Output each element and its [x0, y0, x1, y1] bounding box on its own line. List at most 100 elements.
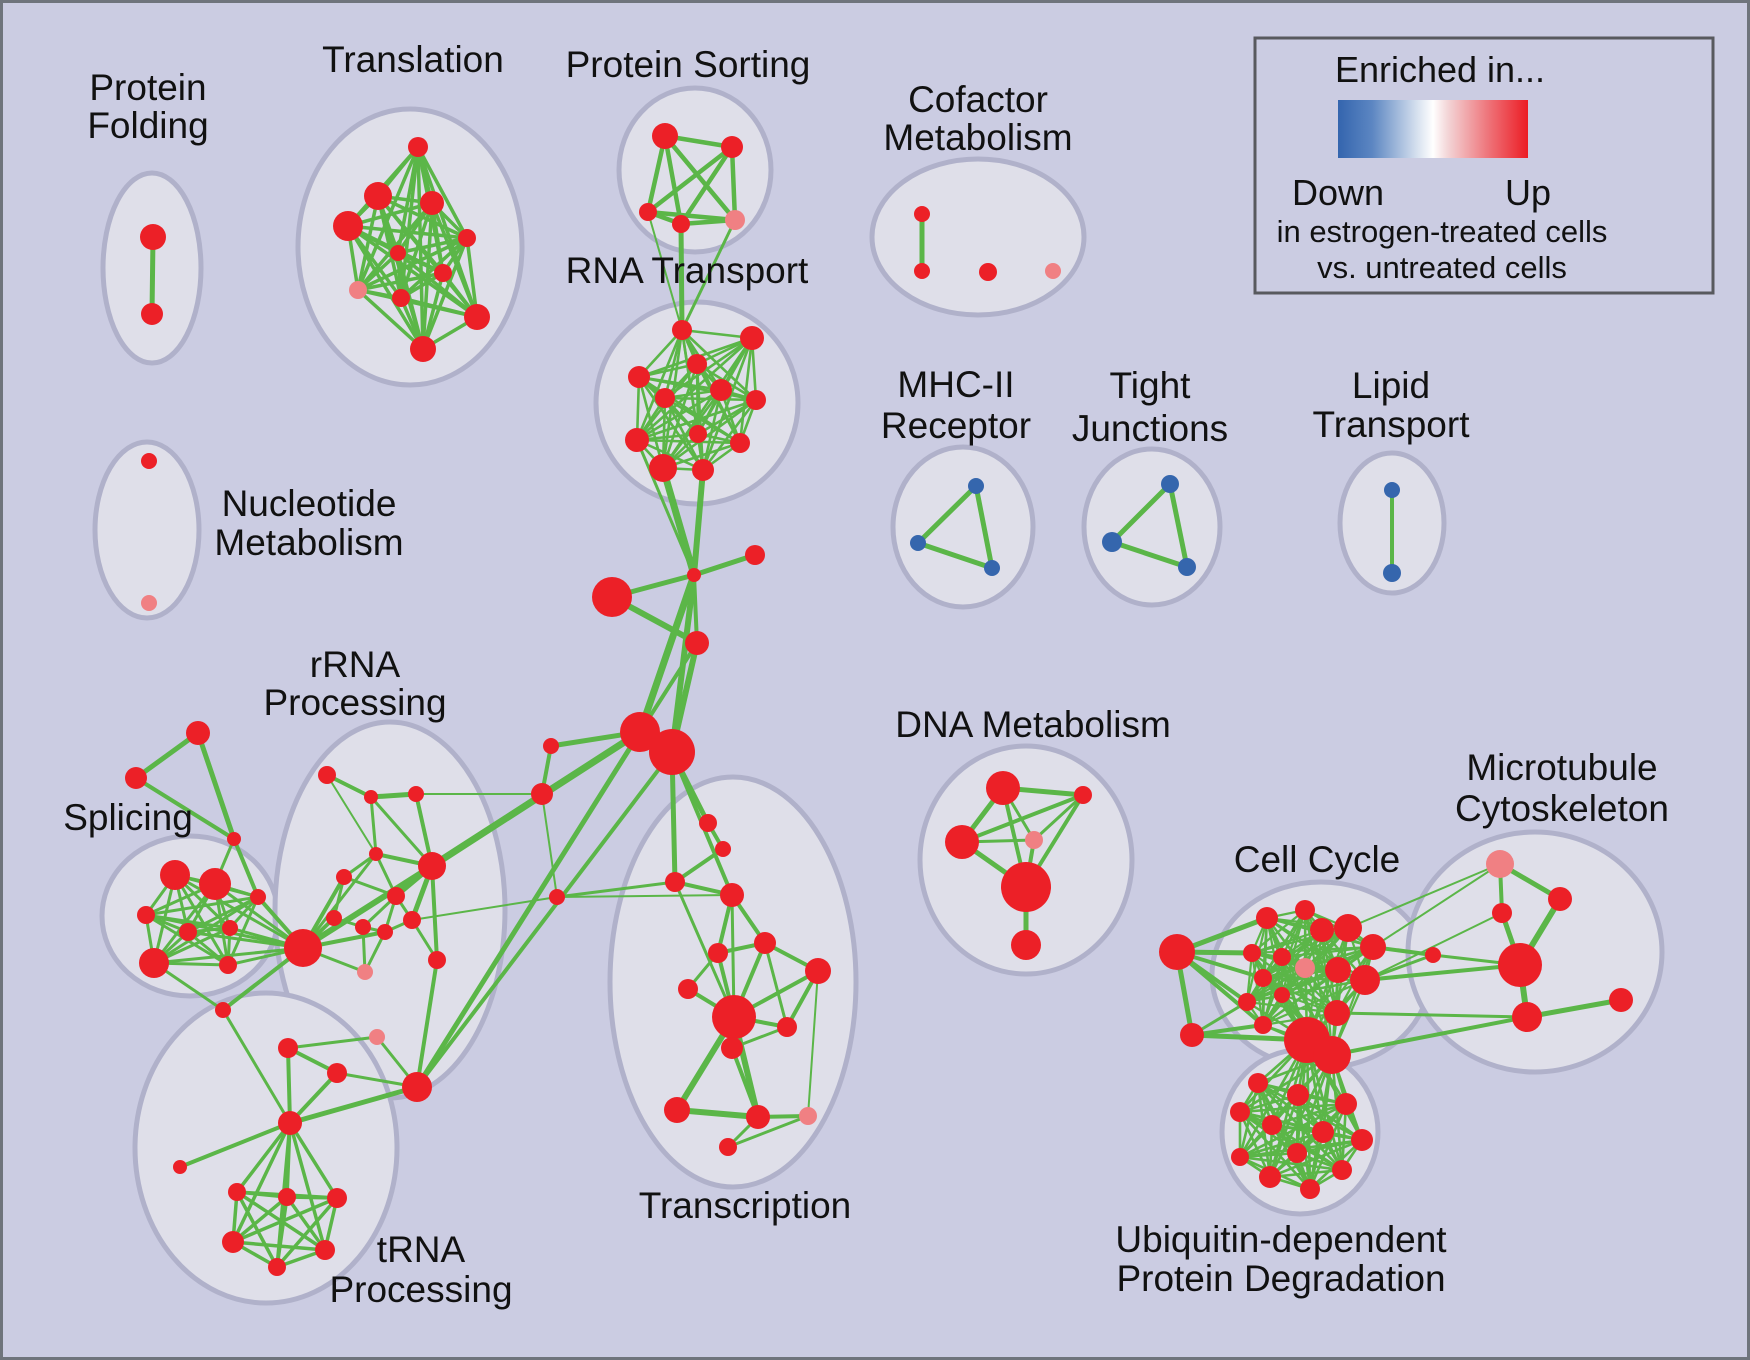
node-dn1 — [986, 771, 1020, 805]
network-edge — [133, 730, 201, 781]
legend-caption-line2: vs. untreated cells — [1317, 250, 1567, 285]
network-edge — [356, 194, 380, 292]
node-sp4 — [179, 923, 197, 941]
node-cf4 — [1045, 263, 1061, 279]
node-tj1 — [1161, 475, 1179, 493]
node-hb1 — [284, 929, 322, 967]
node-dn2 — [1074, 786, 1092, 804]
legend-caption-line1: in estrogen-treated cells — [1277, 214, 1608, 249]
node-rr1 — [318, 766, 336, 784]
network-edge — [635, 328, 684, 442]
node-cn2 — [745, 545, 765, 565]
network-edge — [680, 218, 737, 332]
cluster-label-nucleotide-metabolism: Metabolism — [214, 522, 403, 563]
node-st1 — [186, 721, 210, 745]
network-edge — [637, 375, 705, 472]
edges-layer — [133, 133, 1624, 1269]
node-cc8 — [1243, 944, 1261, 962]
node-tr9 — [392, 289, 410, 307]
node-jx2 — [649, 729, 695, 775]
cluster-label-cofactor-metabolism: Metabolism — [883, 117, 1072, 158]
network-edge — [235, 1190, 279, 1269]
network-edge — [414, 729, 643, 1090]
network-edge — [235, 1121, 292, 1194]
node-cf3 — [979, 263, 997, 281]
network-edge — [396, 236, 469, 255]
node-rt2 — [740, 326, 764, 350]
network-edge — [286, 1035, 379, 1050]
network-edge — [369, 795, 434, 868]
node-ub10 — [1259, 1166, 1281, 1188]
cluster-label-trna-processing: tRNA — [377, 1229, 466, 1270]
network-edge — [226, 895, 260, 967]
cluster-label-nucleotide-metabolism: Nucleotide — [222, 483, 397, 524]
node-jx4 — [531, 783, 553, 805]
network-edge — [231, 1121, 292, 1244]
network-edge — [1268, 1053, 1334, 1179]
node-tn6 — [268, 1258, 286, 1276]
network-edge — [1261, 976, 1367, 982]
node-rt4 — [628, 366, 650, 388]
node-tr11 — [410, 336, 436, 362]
network-edge — [465, 236, 479, 319]
network-edge — [635, 388, 723, 442]
node-tc11 — [799, 1107, 817, 1125]
node-ps5 — [725, 210, 745, 230]
cluster-label-protein-sorting: Protein Sorting — [566, 44, 811, 85]
network-edge — [275, 1195, 289, 1269]
network-edge — [275, 1196, 339, 1269]
network-edge — [301, 852, 378, 950]
node-cn1 — [687, 568, 701, 582]
node-tr1 — [408, 137, 428, 157]
node-mt2 — [1548, 887, 1572, 911]
node-nm1 — [141, 453, 157, 469]
network-edge — [173, 873, 230, 967]
node-tc9 — [664, 1097, 690, 1123]
network-edge — [1330, 1015, 1529, 1057]
network-edge — [730, 1046, 760, 1119]
network-edge — [960, 793, 1085, 844]
node-sp5 — [222, 920, 238, 936]
node-dn5 — [1001, 862, 1051, 912]
cluster-label-transcription: Transcription — [639, 1185, 851, 1226]
network-edge — [763, 941, 789, 1029]
network-edge — [152, 946, 305, 965]
node-rr2 — [364, 790, 378, 804]
network-edge — [1238, 1110, 1272, 1179]
network-edge — [635, 438, 696, 577]
node-st3 — [227, 832, 241, 846]
node-ub9 — [1351, 1129, 1373, 1151]
node-mh2 — [910, 535, 926, 551]
node-tr6 — [390, 245, 406, 261]
node-mh3 — [984, 560, 1000, 576]
node-rr5 — [336, 869, 352, 885]
node-cc17 — [1254, 1016, 1272, 1034]
network-edge — [430, 864, 439, 962]
node-tj2 — [1102, 532, 1122, 552]
network-edge — [678, 221, 685, 333]
node-tc6 — [712, 995, 756, 1039]
cluster-label-lipid-transport: Transport — [1313, 404, 1471, 445]
network-edge — [1250, 945, 1375, 955]
node-cc16 — [1324, 1000, 1350, 1026]
network-edge — [173, 873, 305, 950]
network-edge — [1261, 976, 1339, 1015]
network-edge — [221, 1008, 292, 1125]
node-tn4 — [222, 1231, 244, 1253]
network-edge — [701, 336, 754, 472]
node-cf1 — [914, 206, 930, 222]
network-edge — [1268, 1038, 1309, 1179]
network-edge — [659, 464, 698, 579]
node-rr16 — [402, 1072, 432, 1102]
network-edge — [1295, 1138, 1364, 1155]
network-edge — [663, 396, 758, 402]
network-edge — [1245, 1000, 1339, 1015]
network-edge — [661, 398, 758, 470]
network-edge — [1109, 539, 1190, 570]
node-tc10 — [746, 1105, 770, 1129]
network-edge — [421, 236, 469, 351]
node-tr4 — [420, 191, 444, 215]
node-sp1 — [160, 860, 190, 890]
